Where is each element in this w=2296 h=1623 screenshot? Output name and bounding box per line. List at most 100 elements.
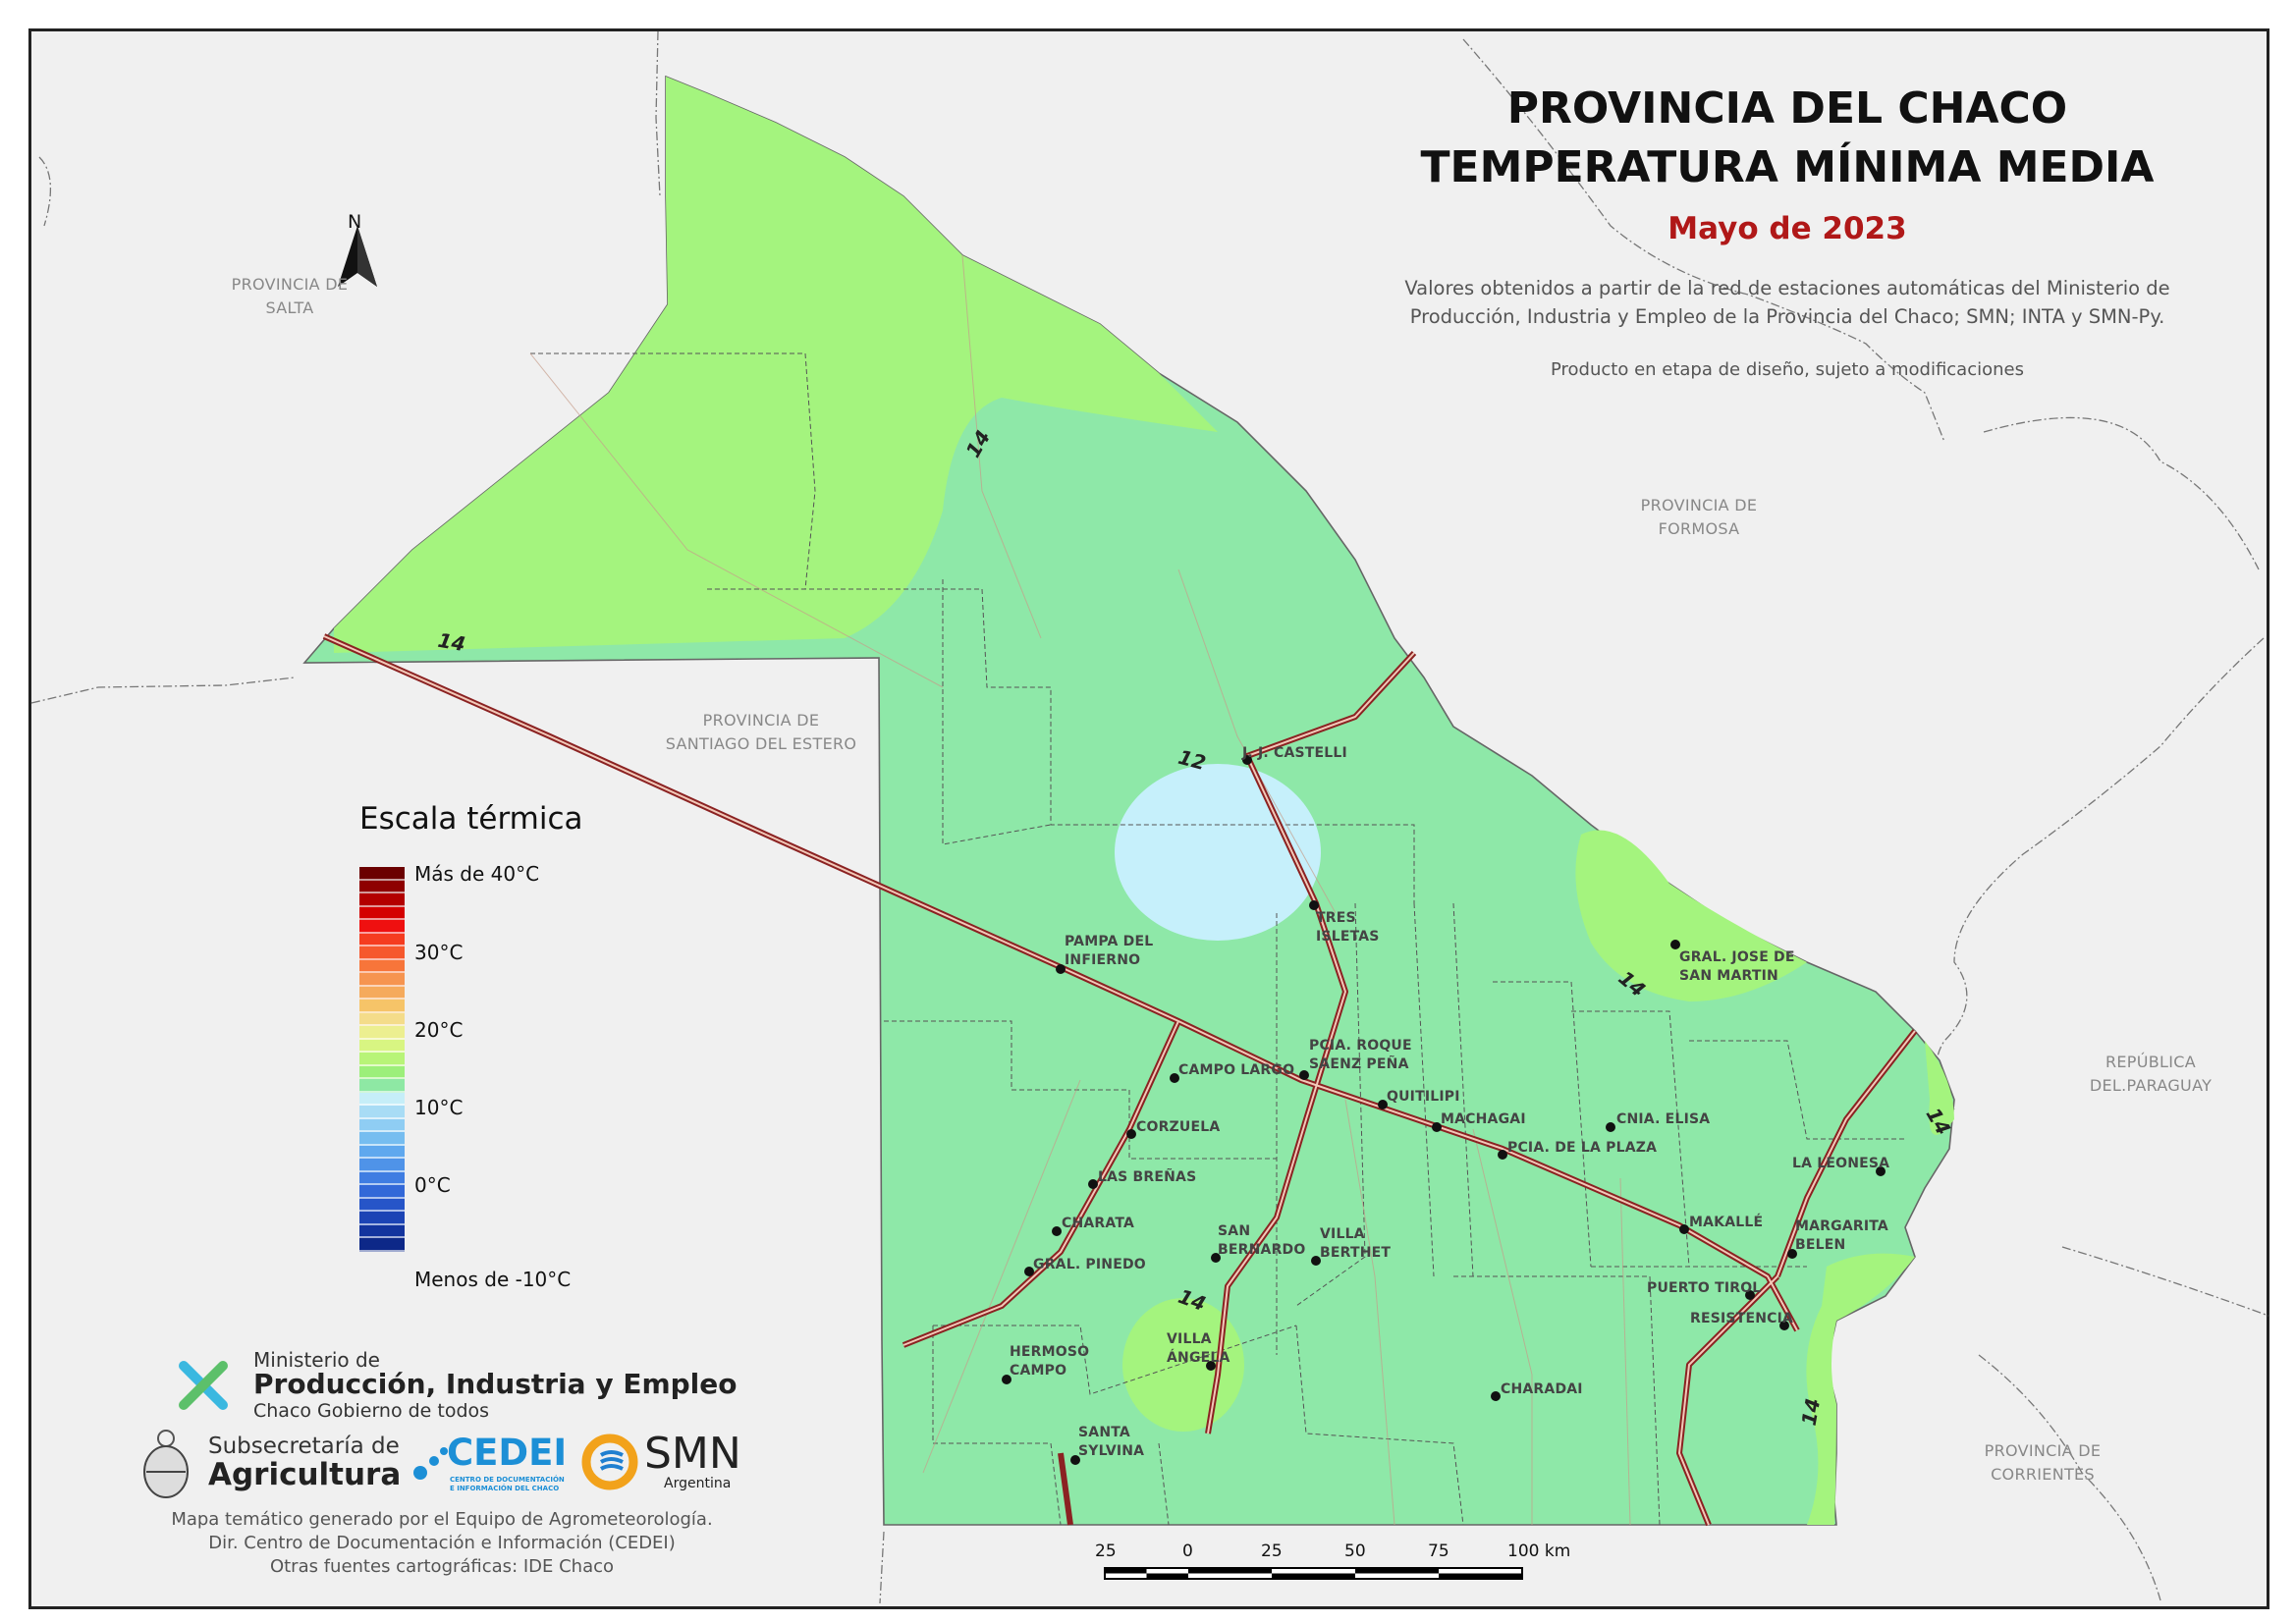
city-dot	[1311, 1256, 1321, 1266]
isoline-label: 14	[436, 627, 467, 657]
scale-bar	[1104, 1567, 1523, 1580]
city-label: QUITILIPI	[1387, 1089, 1460, 1105]
isoline-label: 14	[1796, 1396, 1826, 1428]
region-label: SANTIAGO DEL ESTERO	[665, 734, 857, 753]
city-dot	[1378, 1100, 1388, 1109]
description-line1: Valores obtenidos a partir de la red de …	[1404, 277, 2170, 299]
region-label: CORRIENTES	[1991, 1465, 2095, 1484]
city-markers	[1002, 755, 1886, 1465]
city-dot	[1211, 1253, 1221, 1263]
region-label: PROVINCIA DE	[1640, 496, 1758, 514]
cedei-subtitle1: CENTRO DE DOCUMENTACIÓN	[450, 1476, 565, 1484]
city-dot	[1876, 1166, 1886, 1176]
legend-label-max: Más de 40°C	[414, 862, 540, 886]
city-label: HERMOSO CAMPO	[1010, 1344, 1090, 1379]
region-corrientes: PROVINCIA DE CORRIENTES	[1954, 1439, 2131, 1487]
city-dot	[1242, 755, 1252, 765]
credits-line1: Mapa temático generado por el Equipo de …	[171, 1509, 713, 1530]
legend-label-0: 0°C	[414, 1173, 451, 1197]
legend-swatch	[359, 1185, 405, 1199]
chaco-zone-above-14-east	[1806, 1041, 1954, 1525]
description-line2: Producción, Industria y Empleo de la Pro…	[1409, 305, 2165, 328]
scale-label: 25	[1095, 1542, 1117, 1561]
legend-color-scale	[359, 867, 405, 1252]
region-label: DEL.PARAGUAY	[2089, 1076, 2213, 1095]
main-roads-inner	[323, 635, 1916, 1526]
map-description: Valores obtenidos a partir de la red de …	[1277, 274, 2296, 331]
city-dot	[1070, 1455, 1080, 1465]
ministry-logo-icon	[179, 1361, 228, 1410]
city-label: CHARADAI	[1501, 1381, 1583, 1397]
legend-swatch	[359, 933, 405, 947]
city-dot	[1787, 1249, 1797, 1259]
legend-swatch	[359, 1026, 405, 1040]
city-dot	[1206, 1361, 1216, 1371]
city-label: SANTA SYLVINA	[1078, 1425, 1145, 1459]
legend-swatch	[359, 1079, 405, 1093]
city-label: MARGARITA BELEN	[1795, 1218, 1888, 1253]
legend-swatch	[359, 1092, 405, 1106]
region-label: FORMOSA	[1658, 519, 1740, 538]
legend-label-min: Menos de -10°C	[414, 1268, 572, 1291]
region-label: PROVINCIA DE	[1984, 1441, 2102, 1460]
scale-label: 50	[1344, 1542, 1366, 1561]
city-dot	[1088, 1179, 1098, 1189]
ministry-line3: Chaco Gobierno de todos	[253, 1400, 490, 1422]
sub-line2: Agricultura	[208, 1457, 402, 1492]
city-label: PCIA. DE LA PLAZA	[1507, 1140, 1658, 1156]
legend-label-10: 10°C	[414, 1096, 464, 1119]
legend-swatch	[359, 1212, 405, 1225]
legend-swatch	[359, 920, 405, 934]
legend-swatch	[359, 947, 405, 960]
city-dot	[1491, 1391, 1501, 1401]
legend-swatch	[359, 1238, 405, 1252]
chaco-zone-above-14-nw	[334, 77, 1218, 653]
legend-swatch	[359, 880, 405, 893]
legend-swatch	[359, 1118, 405, 1132]
map-title-line1: PROVINCIA DEL CHACO	[1506, 83, 2068, 134]
coat-of-arms-icon	[143, 1430, 189, 1498]
legend-swatch	[359, 1171, 405, 1185]
city-dot	[1299, 1070, 1309, 1080]
city-dot	[1126, 1129, 1136, 1139]
credits: Mapa temático generado por el Equipo de …	[167, 1508, 717, 1579]
smn-name: SMN	[644, 1429, 741, 1479]
legend-swatch	[359, 1106, 405, 1119]
legend-swatch	[359, 1132, 405, 1146]
chaco-zone-above-14-ne	[1575, 830, 1807, 1001]
city-label: LAS BREÑAS	[1098, 1169, 1197, 1185]
scale-label: 100 km	[1507, 1542, 1571, 1561]
city-label: CAMPO LARGO	[1178, 1062, 1295, 1078]
region-salta: PROVINCIA DE SALTA	[201, 273, 378, 320]
city-label: RESISTENCIA	[1690, 1311, 1794, 1326]
north-label: N	[348, 211, 362, 233]
legend-swatch	[359, 1065, 405, 1079]
legend-swatch	[359, 1145, 405, 1159]
legend-swatch	[359, 986, 405, 1000]
city-label: LA LEONESA	[1792, 1156, 1890, 1171]
city-label: J. J. CASTELLI	[1242, 745, 1347, 761]
city-dot	[1606, 1122, 1615, 1132]
city-label: TRES ISLETAS	[1316, 910, 1380, 945]
region-label: REPÚBLICA	[2105, 1053, 2196, 1071]
map-note: Producto en etapa de diseño, sujeto a mo…	[1550, 359, 2024, 380]
legend-title: Escala térmica	[359, 801, 583, 837]
city-label: PAMPA DEL INFIERNO	[1065, 934, 1154, 968]
smn-logo-icon	[581, 1434, 638, 1490]
city-dot	[1670, 940, 1680, 949]
city-label: GRAL. JOSE DE SAN MARTIN	[1679, 949, 1795, 984]
city-dot	[1779, 1321, 1789, 1330]
city-dot	[1024, 1267, 1034, 1276]
region-label: SALTA	[265, 298, 314, 317]
sub-line1: Subsecretaría de	[208, 1434, 400, 1459]
city-dot	[1056, 964, 1066, 974]
city-dot	[1745, 1290, 1755, 1300]
city-label: VILLA BERTHET	[1320, 1226, 1392, 1261]
region-label: PROVINCIA DE	[231, 275, 349, 294]
city-label: PUERTO TIROL	[1647, 1280, 1762, 1296]
legend-swatch	[359, 1224, 405, 1238]
city-dot	[1498, 1150, 1507, 1160]
ministry-line2: Producción, Industria y Empleo	[253, 1368, 738, 1400]
legend-swatch	[359, 1000, 405, 1013]
